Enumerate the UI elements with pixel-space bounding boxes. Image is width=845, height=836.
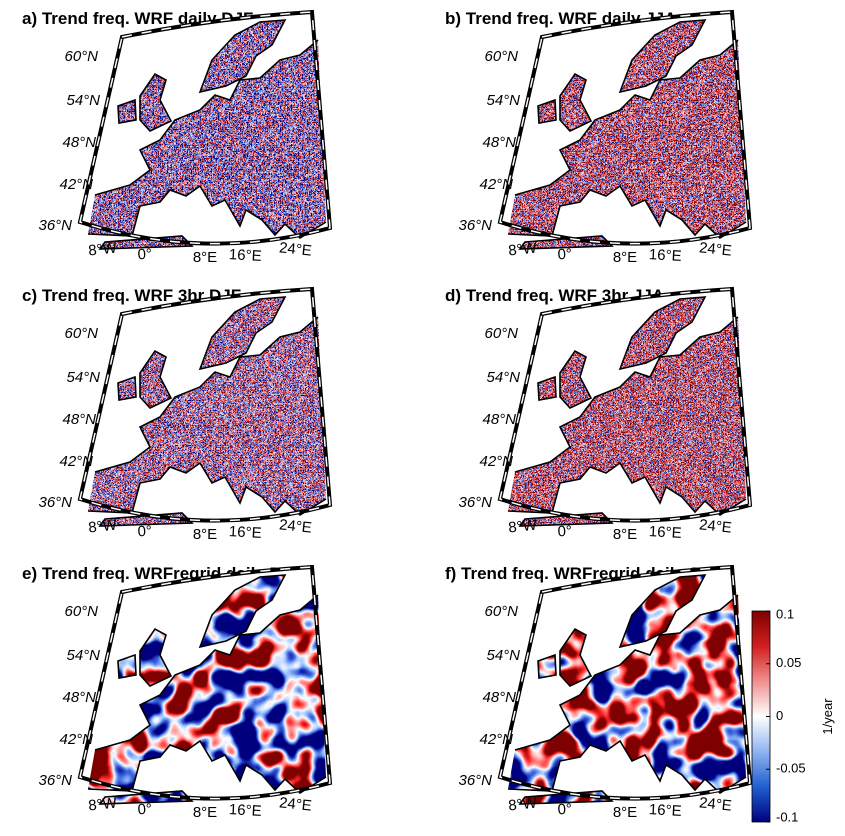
- cb-tick-label: 0.1: [776, 606, 794, 621]
- lat-label: 54°N: [66, 369, 100, 386]
- lat-label: 42°N: [479, 453, 513, 470]
- lon-label: 8°E: [193, 526, 217, 543]
- lat-label: 54°N: [66, 647, 100, 664]
- lon-label: 0°: [557, 246, 572, 264]
- lon-label: 24°E: [278, 794, 312, 814]
- lat-label: 60°N: [64, 603, 98, 620]
- lat-label: 36°N: [38, 772, 72, 789]
- lat-label: 42°N: [479, 731, 513, 748]
- map-panel: d) Trend freq. WRF 3hr JJA60°N54°N48°N42…: [445, 286, 752, 543]
- lat-label: 48°N: [62, 411, 96, 428]
- lat-label: 54°N: [486, 647, 520, 664]
- lon-label: 8°W: [87, 239, 118, 259]
- lon-label: 8°E: [193, 249, 217, 266]
- map-panel: b) Trend freq. WRF daily JJA60°N54°N48°N…: [445, 9, 752, 266]
- cb-label: 1/year: [820, 698, 835, 735]
- lon-label: 16°E: [228, 246, 262, 265]
- lon-label: 24°E: [278, 239, 312, 259]
- panel-title: c) Trend freq. WRF 3hr DJF: [22, 286, 241, 305]
- lat-label: 48°N: [482, 689, 516, 706]
- lon-label: 24°E: [278, 516, 312, 536]
- lat-label: 48°N: [62, 134, 96, 151]
- lon-label: 8°W: [87, 794, 118, 814]
- lon-label: 0°: [137, 523, 152, 541]
- map-panel: a) Trend freq. WRF daily DJF60°N54°N48°N…: [22, 9, 332, 266]
- lat-label: 60°N: [64, 48, 98, 65]
- map-panel: e) Trend freq. WRFregrid daily DJF60°N54…: [22, 564, 332, 821]
- lon-label: 0°: [137, 801, 152, 819]
- lat-label: 48°N: [482, 411, 516, 428]
- lon-label: 8°W: [507, 239, 538, 259]
- lat-label: 54°N: [66, 92, 100, 109]
- lat-label: 54°N: [486, 369, 520, 386]
- lat-label: 42°N: [59, 731, 93, 748]
- lat-label: 42°N: [59, 453, 93, 470]
- lon-label: 8°E: [613, 804, 637, 821]
- lat-label: 60°N: [64, 325, 98, 342]
- lat-label: 42°N: [479, 176, 513, 193]
- cb-tick-label: 0: [776, 708, 783, 723]
- lon-label: 8°W: [507, 516, 538, 536]
- cb-tick-label: 0.05: [776, 655, 801, 670]
- lat-label: 60°N: [484, 325, 518, 342]
- lat-label: 36°N: [458, 494, 492, 511]
- lon-label: 24°E: [698, 516, 732, 536]
- lon-label: 8°W: [87, 516, 118, 536]
- cb-tick-label: -0.05: [776, 761, 806, 776]
- lon-label: 8°E: [613, 526, 637, 543]
- lat-label: 36°N: [38, 217, 72, 234]
- lon-label: 8°E: [193, 804, 217, 821]
- lat-label: 36°N: [458, 217, 492, 234]
- lat-label: 36°N: [38, 494, 72, 511]
- lon-label: 16°E: [228, 523, 262, 542]
- lon-label: 16°E: [648, 523, 682, 542]
- cb-tick-label: -0.1: [776, 809, 798, 824]
- lon-label: 0°: [557, 801, 572, 819]
- lon-label: 16°E: [648, 801, 682, 820]
- lat-label: 60°N: [484, 603, 518, 620]
- lat-label: 48°N: [62, 689, 96, 706]
- map-panel: f) Trend freq. WRFregrid daily JJA60°N54…: [445, 564, 752, 821]
- lon-label: 24°E: [698, 794, 732, 814]
- lon-label: 16°E: [228, 801, 262, 820]
- lat-label: 42°N: [59, 176, 93, 193]
- lat-label: 60°N: [484, 48, 518, 65]
- lon-label: 0°: [557, 523, 572, 541]
- lon-label: 8°W: [507, 794, 538, 814]
- lat-label: 48°N: [482, 134, 516, 151]
- lat-label: 36°N: [458, 772, 492, 789]
- lon-label: 16°E: [648, 246, 682, 265]
- lat-label: 54°N: [486, 92, 520, 109]
- lon-label: 8°E: [613, 249, 637, 266]
- lon-label: 24°E: [698, 239, 732, 259]
- map-panel: c) Trend freq. WRF 3hr DJF 60°N 54°N 48°N 42…: [22, 286, 332, 543]
- lon-label: 0°: [137, 246, 152, 264]
